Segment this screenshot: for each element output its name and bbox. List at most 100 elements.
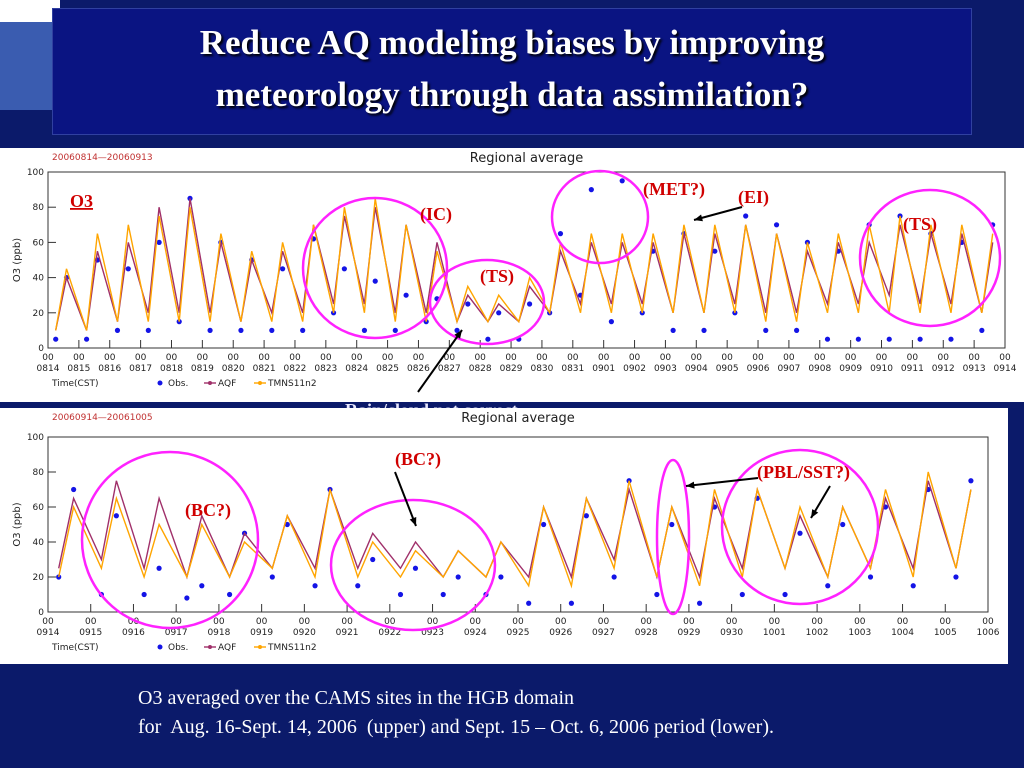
legend-marker <box>157 380 163 386</box>
obs-point <box>361 327 368 333</box>
obs-point <box>797 530 803 536</box>
obs-point <box>207 327 213 333</box>
highlight-ellipse <box>550 169 650 265</box>
chart: 20060914—20061005 Regional average O3 (ppb… <box>0 408 1008 664</box>
obs-point <box>440 591 446 598</box>
chart-title: Regional average <box>461 411 574 426</box>
obs-point <box>71 486 77 493</box>
x-tick-label: 00 0914 <box>994 353 1017 374</box>
y-tick-label: 0 <box>38 608 44 618</box>
x-tick-label: 00 1006 <box>977 617 1000 638</box>
x-tick-label: 00 0822 <box>284 353 307 374</box>
y-tick-label: 60 <box>33 503 45 513</box>
caption: O3 averaged over the CAMS sites in the H… <box>138 684 774 742</box>
chart: 20060814—20060913 Regional average O3 (ppb… <box>0 148 1024 420</box>
obs-point <box>855 336 861 342</box>
x-tick-label: 00 0904 <box>685 353 708 374</box>
x-axis-label: Time(CST) <box>51 643 99 653</box>
x-tick-label: 00 0829 <box>500 353 523 374</box>
x-tick-label: 00 0817 <box>129 353 152 374</box>
legend-marker <box>258 645 262 649</box>
x-tick-label: 00 0922 <box>378 617 401 638</box>
x-tick-label: 00 0915 <box>79 617 102 638</box>
obs-point <box>739 591 745 598</box>
x-tick-label: 00 0912 <box>932 353 955 374</box>
obs-point <box>669 521 675 528</box>
obs-point <box>917 336 923 342</box>
x-tick-label: 00 0906 <box>747 353 770 374</box>
obs-point <box>300 327 306 333</box>
highlight-ellipse <box>80 450 260 630</box>
obs-point <box>526 600 532 606</box>
obs-point <box>280 266 286 272</box>
x-tick-label: 00 0929 <box>677 617 700 638</box>
obs-point <box>979 327 985 333</box>
obs-point <box>83 336 90 342</box>
obs-point <box>56 574 62 580</box>
x-tick-label: 00 0818 <box>160 353 183 374</box>
obs-point <box>496 310 502 316</box>
obs-point <box>412 565 419 571</box>
arrow-head <box>409 517 417 526</box>
y-tick-label: 60 <box>33 238 45 248</box>
y-tick-label: 100 <box>27 168 44 178</box>
obs-point <box>114 327 121 333</box>
x-tick-label: 00 0908 <box>808 353 831 374</box>
x-axis-label: Time(CST) <box>51 379 99 389</box>
obs-point <box>403 292 409 298</box>
highlight-ellipse <box>655 458 691 616</box>
caption-line: for Aug. 16-Sept. 14, 2006 (upper) and S… <box>138 716 774 738</box>
obs-point <box>113 513 119 519</box>
obs-point <box>840 521 846 528</box>
x-tick-label: 00 1001 <box>763 617 786 638</box>
x-tick-label: 00 0902 <box>623 353 646 374</box>
highlight-ellipse <box>301 196 449 340</box>
highlight-ellipse <box>858 188 1002 328</box>
legend-label: AQF <box>218 379 236 389</box>
slide-title: Reduce AQ modeling biases by improving m… <box>52 8 972 135</box>
obs-point <box>568 600 575 606</box>
obs-point <box>498 574 504 580</box>
obs-point <box>226 591 233 598</box>
legend-marker <box>157 644 163 650</box>
x-tick-label: 00 0828 <box>469 353 492 374</box>
obs-point <box>284 521 290 528</box>
x-tick-label: 00 0911 <box>901 353 924 374</box>
logo-band <box>0 0 60 22</box>
x-tick-label: 00 0914 <box>37 617 60 638</box>
x-tick-label: 00 0820 <box>222 353 245 374</box>
series-line <box>55 198 994 331</box>
obs-point <box>125 266 131 272</box>
y-tick-label: 80 <box>33 203 45 213</box>
x-tick-label: 00 0903 <box>654 353 677 374</box>
x-tick-label: 00 0823 <box>314 353 337 374</box>
x-tick-label: 00 1002 <box>806 617 829 638</box>
x-tick-label: 00 0901 <box>592 353 615 374</box>
obs-point <box>485 336 491 342</box>
annotation: (EI) <box>738 187 769 208</box>
y-tick-label: 80 <box>33 468 45 478</box>
obs-point <box>145 327 151 333</box>
obs-point <box>654 591 660 598</box>
obs-point <box>712 248 718 254</box>
x-tick-label: 00 0926 <box>549 617 572 638</box>
arrow <box>685 477 759 487</box>
x-tick-label: 00 0913 <box>963 353 986 374</box>
obs-point <box>953 574 959 580</box>
x-tick-label: 00 0921 <box>336 617 359 638</box>
obs-point <box>465 301 471 307</box>
y-axis-label: O3 (ppb) <box>12 502 23 546</box>
annotation: (BC?) <box>185 500 231 521</box>
x-tick-label: 00 0907 <box>777 353 800 374</box>
obs-point <box>156 239 162 245</box>
obs-point <box>397 591 404 598</box>
annotation: (TS) <box>480 266 514 287</box>
x-tick-label: 00 0905 <box>716 353 739 374</box>
y-tick-label: 40 <box>33 538 45 548</box>
x-tick-label: 00 0814 <box>37 353 60 374</box>
x-tick-label: 00 0824 <box>345 353 368 374</box>
arrow-head <box>811 509 819 518</box>
obs-point <box>269 574 275 580</box>
obs-point <box>701 327 707 333</box>
annotation: (PBL/SST?) <box>757 462 850 483</box>
